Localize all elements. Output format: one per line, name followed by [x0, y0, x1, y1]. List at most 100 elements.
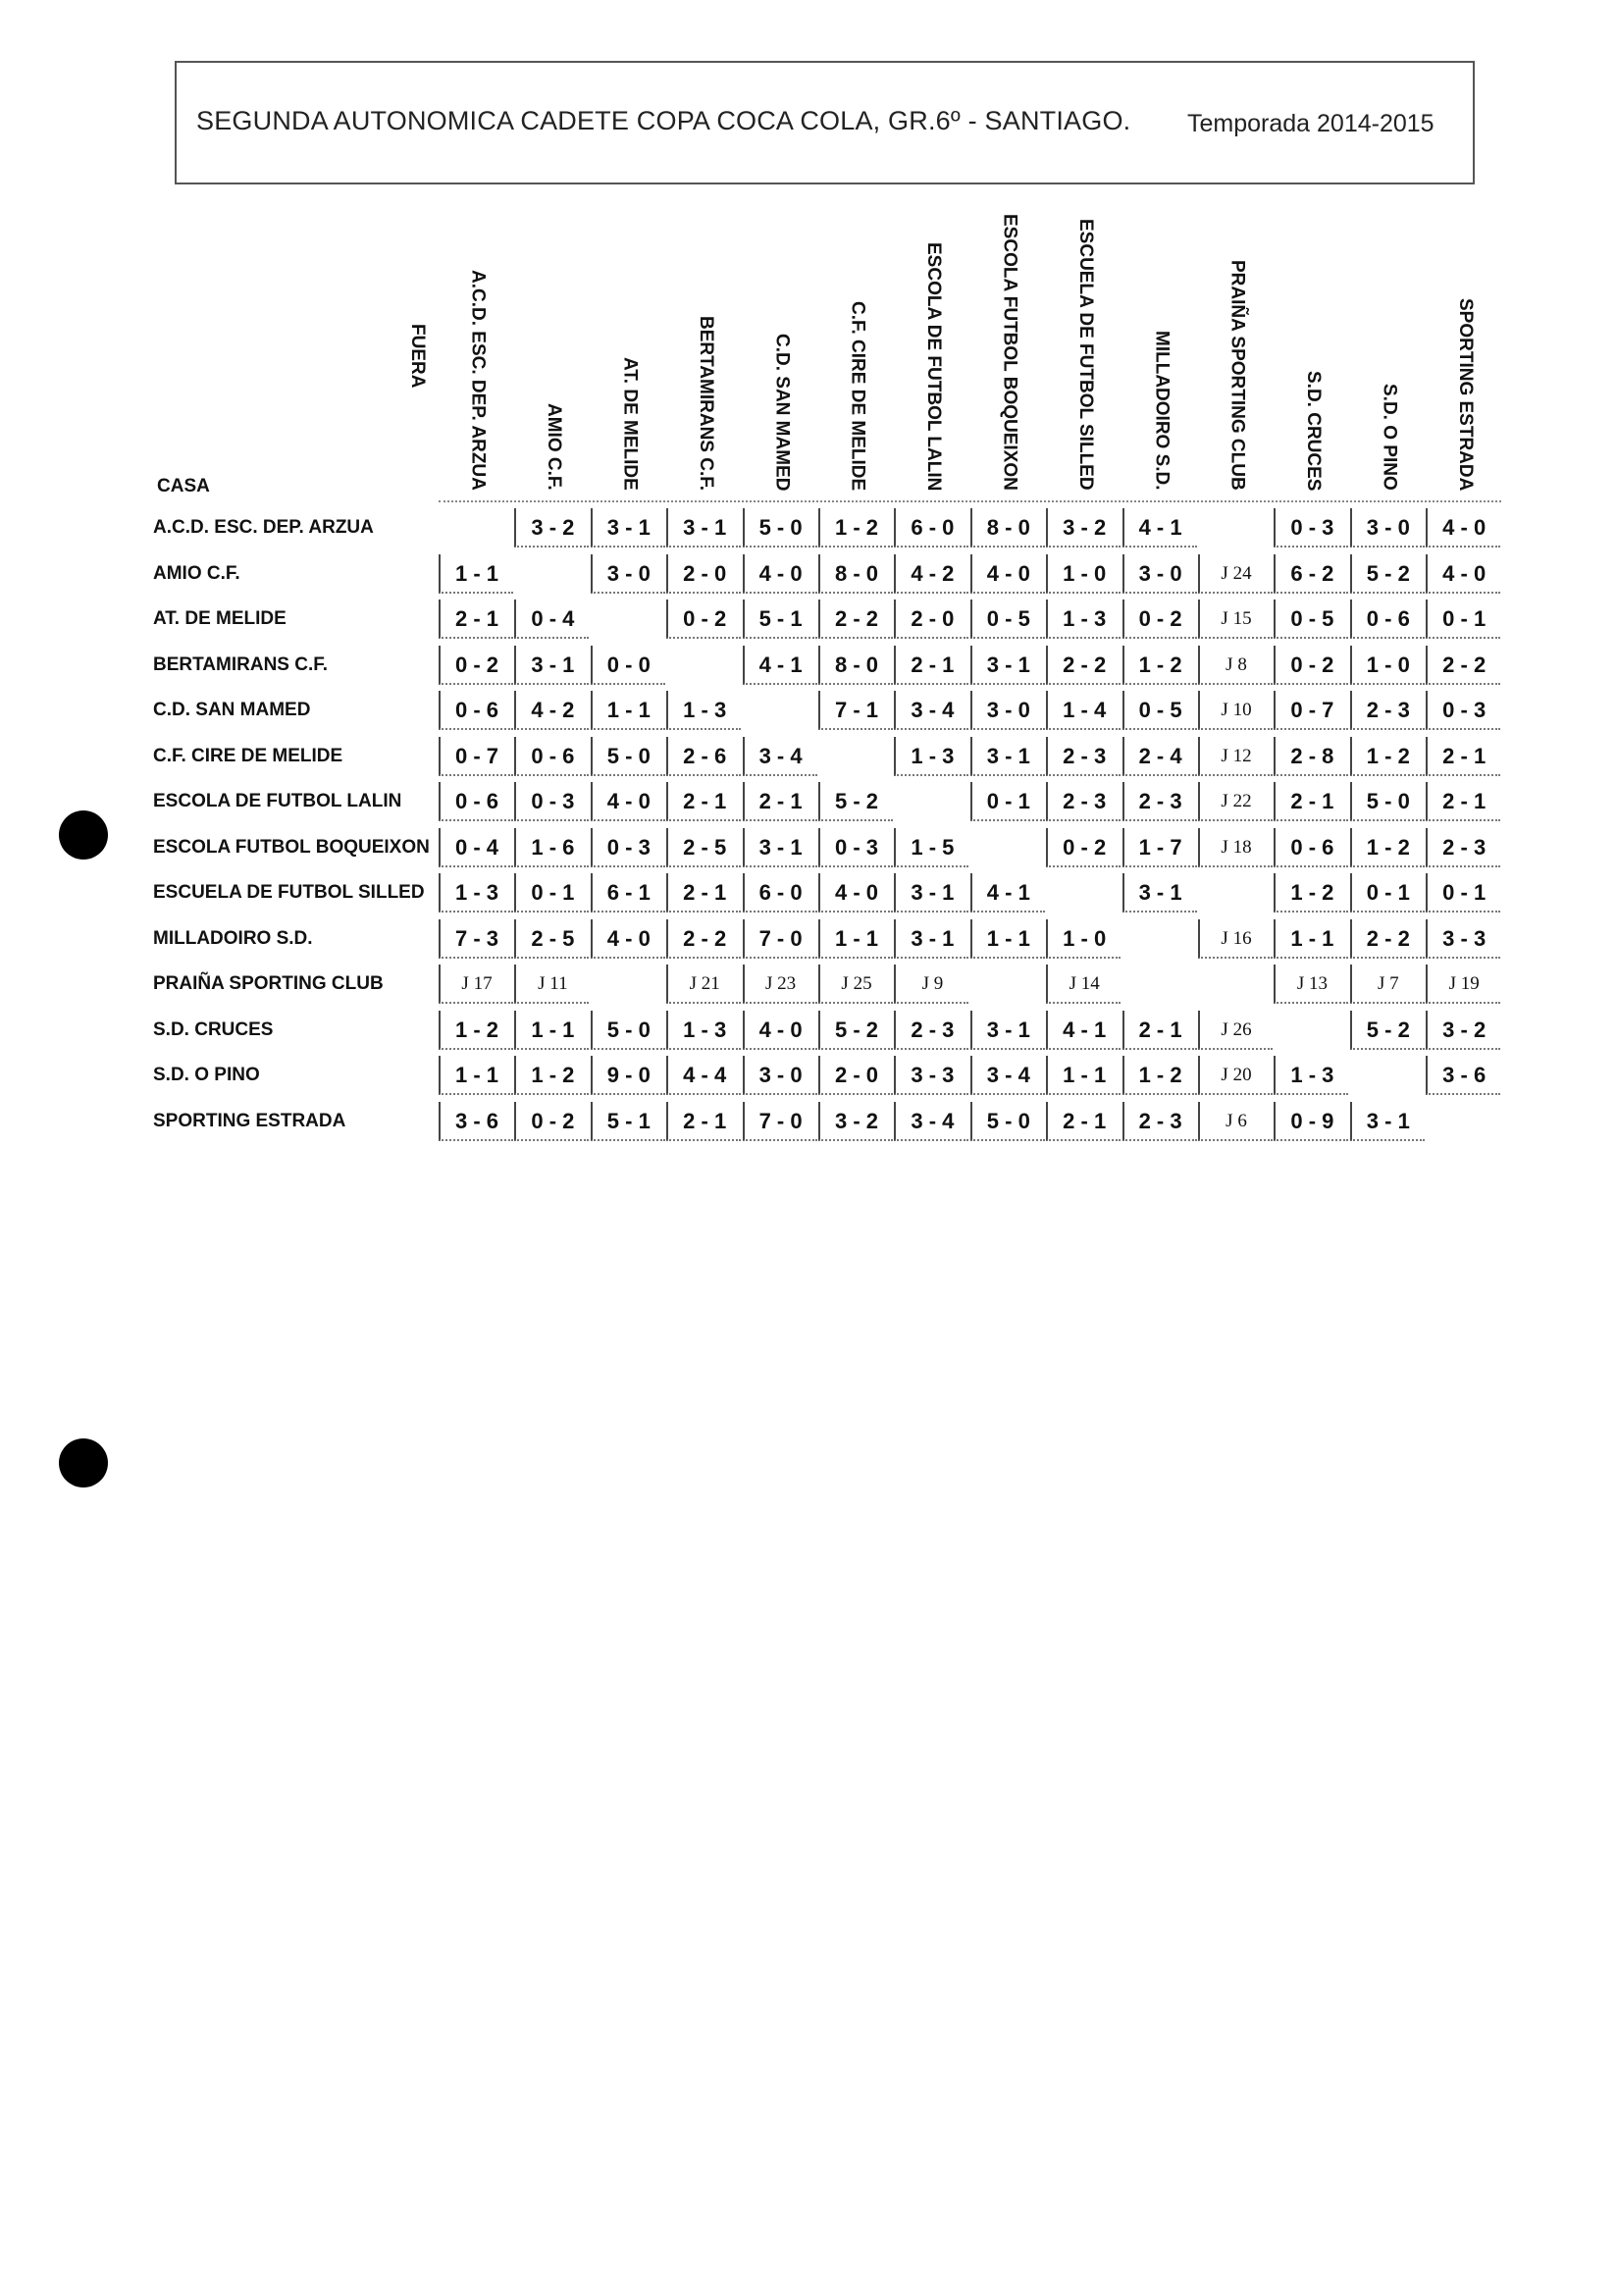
result-cell: 3 - 1: [969, 736, 1045, 776]
empty-cell: [970, 965, 1045, 1004]
result-cell: 2 - 2: [666, 918, 742, 959]
result-cell: 3 - 0: [742, 1056, 817, 1095]
result-cell: 2 - 2: [1046, 645, 1121, 685]
result-cell: 0 - 3: [1274, 508, 1349, 548]
result-cell: 0 - 4: [439, 827, 513, 867]
result-cell: 2 - 1: [742, 782, 817, 821]
empty-cell: [894, 782, 968, 821]
result-cell: J 6: [1198, 1101, 1273, 1141]
row-header: MILLADOIRO S.D.: [153, 927, 313, 949]
result-cell: J 24: [1198, 553, 1273, 594]
result-cell: 2 - 3: [1349, 691, 1425, 730]
result-cell: 2 - 8: [1274, 736, 1349, 776]
title-box: SEGUNDA AUTONOMICA CADETE COPA COCA COLA…: [175, 61, 1475, 184]
result-cell: 5 - 0: [590, 736, 665, 776]
result-cell: 2 - 1: [439, 600, 513, 639]
result-cell: J 9: [894, 965, 969, 1004]
result-cell: 5 - 1: [742, 600, 817, 639]
document-title: SEGUNDA AUTONOMICA CADETE COPA COCA COLA…: [196, 106, 1131, 135]
result-cell: J 7: [1349, 965, 1425, 1004]
row-header: AMIO C.F.: [153, 562, 240, 584]
result-cell: 5 - 0: [969, 1101, 1045, 1141]
result-cell: 4 - 1: [969, 873, 1045, 913]
result-cell: 1 - 1: [590, 691, 665, 730]
result-cell: 2 - 2: [1349, 918, 1425, 959]
result-cell: 0 - 6: [439, 782, 513, 821]
empty-cell: [1274, 1011, 1348, 1050]
empty-cell: [591, 965, 665, 1004]
result-cell: 0 - 2: [666, 600, 742, 639]
result-cell: 4 - 1: [742, 645, 817, 685]
result-cell: 3 - 1: [1349, 1101, 1425, 1141]
result-cell: 0 - 2: [1046, 827, 1121, 867]
empty-cell: [970, 828, 1045, 867]
result-cell: 0 - 7: [439, 736, 513, 776]
result-cell: 4 - 0: [590, 782, 665, 821]
result-cell: 3 - 0: [1349, 508, 1425, 548]
column-header: SPORTING ESTRADA: [1454, 297, 1476, 491]
empty-cell: [1426, 1102, 1500, 1141]
column-header: S.D. O PINO: [1379, 384, 1400, 491]
column-header: A.C.D. ESC. DEP. ARZUA: [467, 270, 489, 491]
result-cell: 2 - 3: [1426, 827, 1501, 867]
result-cell: 1 - 2: [439, 1010, 513, 1050]
home-axis-label: CASA: [157, 476, 210, 496]
result-cell: 7 - 0: [742, 1101, 817, 1141]
result-cell: 1 - 1: [514, 1010, 590, 1050]
result-cell: 7 - 1: [818, 691, 893, 730]
result-cell: 1 - 4: [1046, 691, 1121, 730]
result-cell: 3 - 1: [590, 508, 665, 548]
result-cell: 3 - 1: [894, 918, 969, 959]
result-cell: 3 - 3: [894, 1056, 969, 1095]
result-cell: J 20: [1198, 1056, 1273, 1095]
empty-cell: [1198, 965, 1273, 1004]
result-cell: 6 - 2: [1274, 553, 1349, 594]
result-cell: 1 - 2: [1349, 827, 1425, 867]
empty-cell: [666, 646, 741, 685]
result-cell: 3 - 0: [590, 553, 665, 594]
result-cell: 0 - 4: [514, 600, 590, 639]
empty-cell: [514, 554, 589, 594]
result-cell: 1 - 3: [1046, 600, 1121, 639]
result-cell: J 19: [1426, 965, 1501, 1004]
empty-cell: [1198, 508, 1273, 548]
result-cell: 3 - 1: [894, 873, 969, 913]
result-cell: 3 - 0: [1121, 553, 1197, 594]
result-cell: 4 - 1: [1046, 1010, 1121, 1050]
column-header: AT. DE MELIDE: [619, 357, 641, 491]
result-cell: 1 - 2: [1274, 873, 1349, 913]
row-header: PRAIÑA SPORTING CLUB: [153, 973, 384, 994]
row-header: ESCOLA FUTBOL BOQUEIXON: [153, 836, 430, 858]
result-cell: 3 - 0: [969, 691, 1045, 730]
result-cell: 0 - 6: [1349, 600, 1425, 639]
result-cell: 1 - 1: [439, 553, 513, 594]
table-top-divider: [439, 500, 1501, 502]
row-header: BERTAMIRANS C.F.: [153, 653, 329, 675]
result-cell: J 23: [742, 965, 817, 1004]
result-cell: 0 - 5: [1274, 600, 1349, 639]
row-header: SPORTING ESTRADA: [153, 1110, 346, 1131]
result-cell: 3 - 1: [666, 508, 742, 548]
result-cell: 0 - 5: [1121, 691, 1197, 730]
column-header: BERTAMIRANS C.F.: [695, 315, 716, 491]
column-header: S.D. CRUCES: [1303, 370, 1325, 491]
result-cell: J 17: [439, 965, 513, 1004]
result-cell: 1 - 1: [818, 918, 893, 959]
result-cell: 4 - 2: [894, 553, 969, 594]
row-header: S.D. CRUCES: [153, 1018, 274, 1040]
result-cell: 0 - 5: [969, 600, 1045, 639]
punch-hole: [59, 1438, 108, 1487]
row-header: AT. DE MELIDE: [153, 608, 287, 629]
column-header: ESCUELA DE FUTBOL SILLED: [1074, 219, 1096, 491]
result-cell: 1 - 6: [514, 827, 590, 867]
result-cell: 0 - 6: [439, 691, 513, 730]
result-cell: 0 - 1: [514, 873, 590, 913]
result-cell: 5 - 2: [1349, 1010, 1425, 1050]
result-cell: 0 - 2: [514, 1101, 590, 1141]
result-cell: 2 - 1: [1274, 782, 1349, 821]
result-cell: 0 - 1: [1426, 600, 1501, 639]
result-cell: 2 - 5: [514, 918, 590, 959]
result-cell: 5 - 0: [1349, 782, 1425, 821]
result-cell: 0 - 9: [1274, 1101, 1349, 1141]
column-header: MILLADOIRO S.D.: [1151, 331, 1173, 491]
